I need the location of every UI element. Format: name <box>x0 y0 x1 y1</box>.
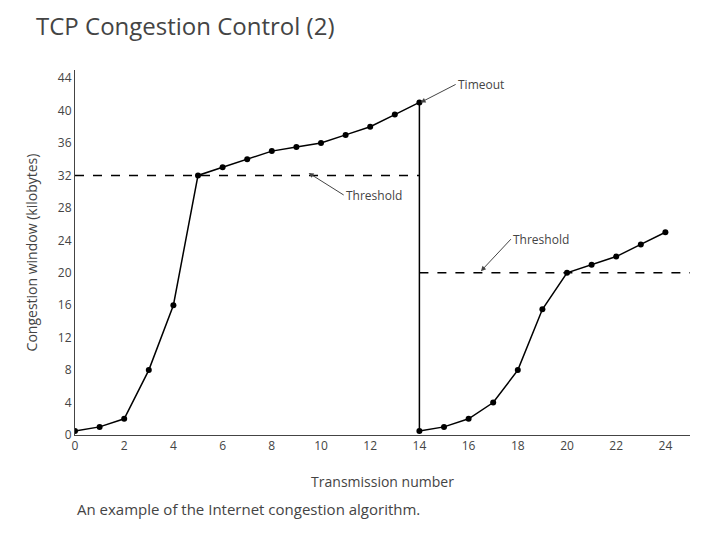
svg-text:28: 28 <box>58 199 72 216</box>
svg-text:44: 44 <box>58 69 72 86</box>
svg-text:18: 18 <box>511 437 525 454</box>
svg-text:36: 36 <box>58 134 72 151</box>
svg-text:8: 8 <box>65 361 72 378</box>
svg-text:24: 24 <box>659 437 673 454</box>
svg-text:0: 0 <box>65 426 72 443</box>
svg-text:Transmission number: Transmission number <box>311 472 454 491</box>
svg-text:TCP Congestion Control (2): TCP Congestion Control (2) <box>36 9 334 42</box>
svg-text:16: 16 <box>58 296 72 313</box>
svg-text:14: 14 <box>413 437 427 454</box>
svg-text:22: 22 <box>609 437 623 454</box>
svg-text:10: 10 <box>314 437 328 454</box>
svg-text:0: 0 <box>72 437 79 454</box>
svg-text:40: 40 <box>58 102 72 119</box>
svg-text:12: 12 <box>363 437 377 454</box>
svg-text:Timeout: Timeout <box>458 76 504 93</box>
svg-text:Threshold: Threshold <box>346 187 402 204</box>
svg-text:8: 8 <box>268 437 275 454</box>
svg-text:4: 4 <box>65 394 72 411</box>
svg-text:2: 2 <box>121 437 128 454</box>
svg-text:20: 20 <box>560 437 574 454</box>
svg-text:An example of the Internet con: An example of the Internet congestion al… <box>77 499 420 519</box>
svg-text:12: 12 <box>58 329 72 346</box>
svg-text:24: 24 <box>58 232 72 249</box>
svg-text:32: 32 <box>58 167 72 184</box>
svg-text:4: 4 <box>170 437 177 454</box>
svg-text:6: 6 <box>219 437 226 454</box>
svg-text:Threshold: Threshold <box>513 231 569 248</box>
svg-text:20: 20 <box>58 264 72 281</box>
svg-text:16: 16 <box>462 437 476 454</box>
svg-text:Congestion window (kilobytes): Congestion window (kilobytes) <box>22 154 41 352</box>
